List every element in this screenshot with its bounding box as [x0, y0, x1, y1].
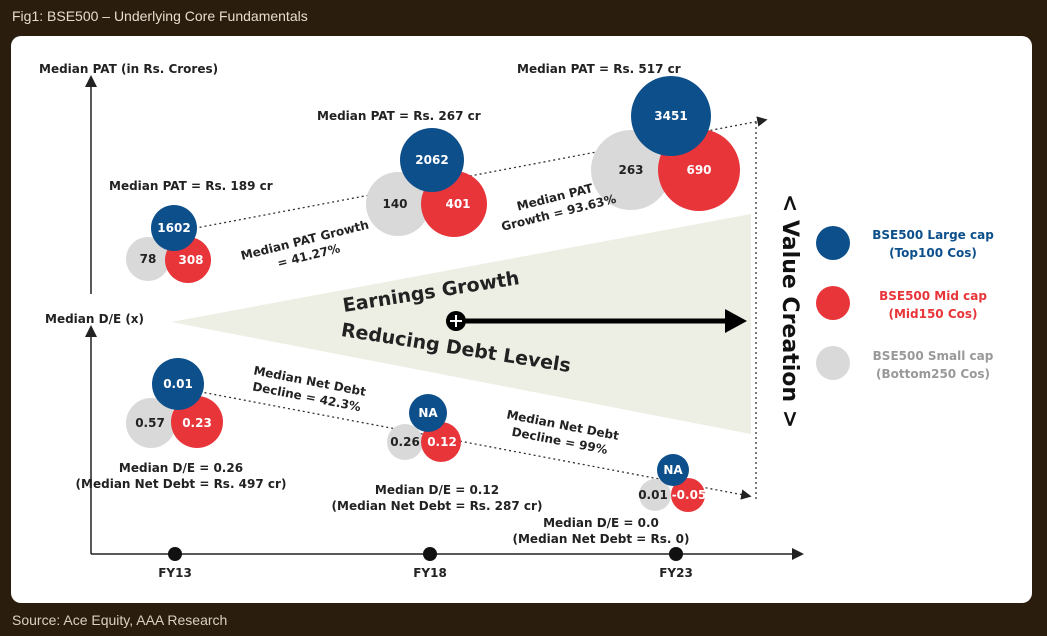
svg-text:(Top100 Cos): (Top100 Cos)	[889, 246, 977, 260]
legend-item-small: BSE500 Small cap (Bottom250 Cos)	[816, 346, 994, 381]
legend: BSE500 Large cap (Top100 Cos) BSE500 Mid…	[816, 226, 994, 381]
bubble-label: 0.57	[135, 416, 165, 430]
x-tick-label: FY23	[659, 566, 693, 580]
bubble-label: 263	[618, 163, 643, 177]
bubble-label: 308	[178, 253, 203, 267]
bubble-label: NA	[418, 406, 438, 420]
chart-panel: Median PAT (in Rs. Crores) Median D/E (x…	[11, 36, 1032, 603]
bubble-label: 3451	[654, 109, 687, 123]
bubble-mid-de-fy23	[671, 478, 705, 512]
de-fy18-median-line1: Median D/E = 0.12	[375, 483, 499, 497]
bubble-label: 0.12	[427, 435, 457, 449]
y-axis-bottom-label: Median D/E (x)	[45, 312, 144, 326]
svg-text:BSE500 Mid cap: BSE500 Mid cap	[879, 289, 987, 303]
bubble-small-de-fy18	[387, 424, 423, 460]
pat-growth-annotation-1: Median PAT Growth = 41.27%	[239, 218, 370, 271]
svg-text:BSE500 Small cap: BSE500 Small cap	[873, 349, 994, 363]
x-tick-fy18: FY18	[413, 547, 447, 580]
bubble-large-de-fy23	[657, 454, 689, 486]
x-tick-fy23: FY23	[659, 547, 693, 580]
pat-fy23-group: 263 690 3451	[591, 76, 740, 211]
x-tick-fy13: FY13	[158, 547, 192, 580]
bubble-label: NA	[663, 463, 683, 477]
pat-fy18-median-label: Median PAT = Rs. 267 cr	[317, 109, 481, 123]
de-fy23-group: 0.01 -0.05 NA	[638, 454, 706, 512]
svg-text:BSE500 Large cap: BSE500 Large cap	[872, 228, 994, 242]
figure-source: Source: Ace Equity, AAA Research	[12, 612, 228, 628]
de-fy13-median-line1: Median D/E = 0.26	[119, 461, 243, 475]
pat-fy13-group: 78 308 1602	[126, 205, 211, 283]
bubble-label: 0.01	[638, 488, 668, 502]
bubble-large-pat-fy18	[400, 128, 464, 192]
svg-text:(Mid150 Cos): (Mid150 Cos)	[888, 307, 977, 321]
x-tick-label: FY18	[413, 566, 447, 580]
bubble-label: 0.23	[182, 416, 212, 430]
de-fy23-median-line2: (Median Net Debt = Rs. 0)	[513, 532, 690, 546]
figure-title: Fig1: BSE500 – Underlying Core Fundament…	[12, 8, 308, 24]
de-fy18-median-line2: (Median Net Debt = Rs. 287 cr)	[332, 499, 543, 513]
bubble-large-de-fy18	[409, 394, 447, 432]
bubble-large-de-fy13	[152, 358, 204, 410]
debt-decline-annotation-2: Median Net Debt Decline = 99%	[505, 407, 620, 457]
bubble-small-pat-fy18	[366, 172, 430, 236]
legend-item-large: BSE500 Large cap (Top100 Cos)	[816, 226, 994, 260]
value-creation-text: < Value Creation >	[777, 194, 802, 428]
bubble-label: 78	[140, 252, 157, 266]
bubble-label: 0.26	[390, 435, 420, 449]
bubble-large-pat-fy13	[151, 205, 197, 251]
bubble-small-pat-fy13	[126, 237, 170, 281]
bubble-label: 690	[686, 163, 711, 177]
bubble-small-de-fy23	[639, 479, 671, 511]
bubble-label: -0.05	[672, 488, 707, 502]
de-fy13-median-line2: (Median Net Debt = Rs. 497 cr)	[76, 477, 287, 491]
bubble-label: 1602	[157, 221, 190, 235]
bubble-small-de-fy13	[126, 398, 176, 448]
pat-fy13-median-label: Median PAT = Rs. 189 cr	[109, 179, 273, 193]
de-fy13-group: 0.57 0.23 0.01	[126, 358, 223, 448]
pat-fy18-group: 140 401 2062	[366, 128, 487, 237]
debt-decline-annotation-1: Median Net Debt Decline = 42.3%	[251, 363, 367, 414]
pat-fy23-median-label: Median PAT = Rs. 517 cr	[517, 62, 681, 76]
debt-trend-line	[174, 386, 752, 500]
center-arrow-head	[725, 309, 747, 333]
chart-svg: Median PAT (in Rs. Crores) Median D/E (x…	[39, 62, 994, 580]
svg-text:(Bottom250 Cos): (Bottom250 Cos)	[876, 367, 990, 381]
bubble-mid-de-fy18	[421, 422, 461, 462]
bubble-label: 2062	[415, 153, 448, 167]
de-fy23-median-line1: Median D/E = 0.0	[543, 516, 659, 530]
y-axis-top-label: Median PAT (in Rs. Crores)	[39, 62, 218, 76]
bubble-large-pat-fy23	[631, 76, 711, 156]
x-tick-label: FY13	[158, 566, 192, 580]
de-fy18-group: 0.26 0.12 NA	[387, 394, 461, 462]
bubble-label: 0.01	[163, 377, 193, 391]
legend-item-mid: BSE500 Mid cap (Mid150 Cos)	[816, 286, 987, 321]
bubble-label: 401	[445, 197, 470, 211]
bubble-label: 140	[382, 197, 407, 211]
